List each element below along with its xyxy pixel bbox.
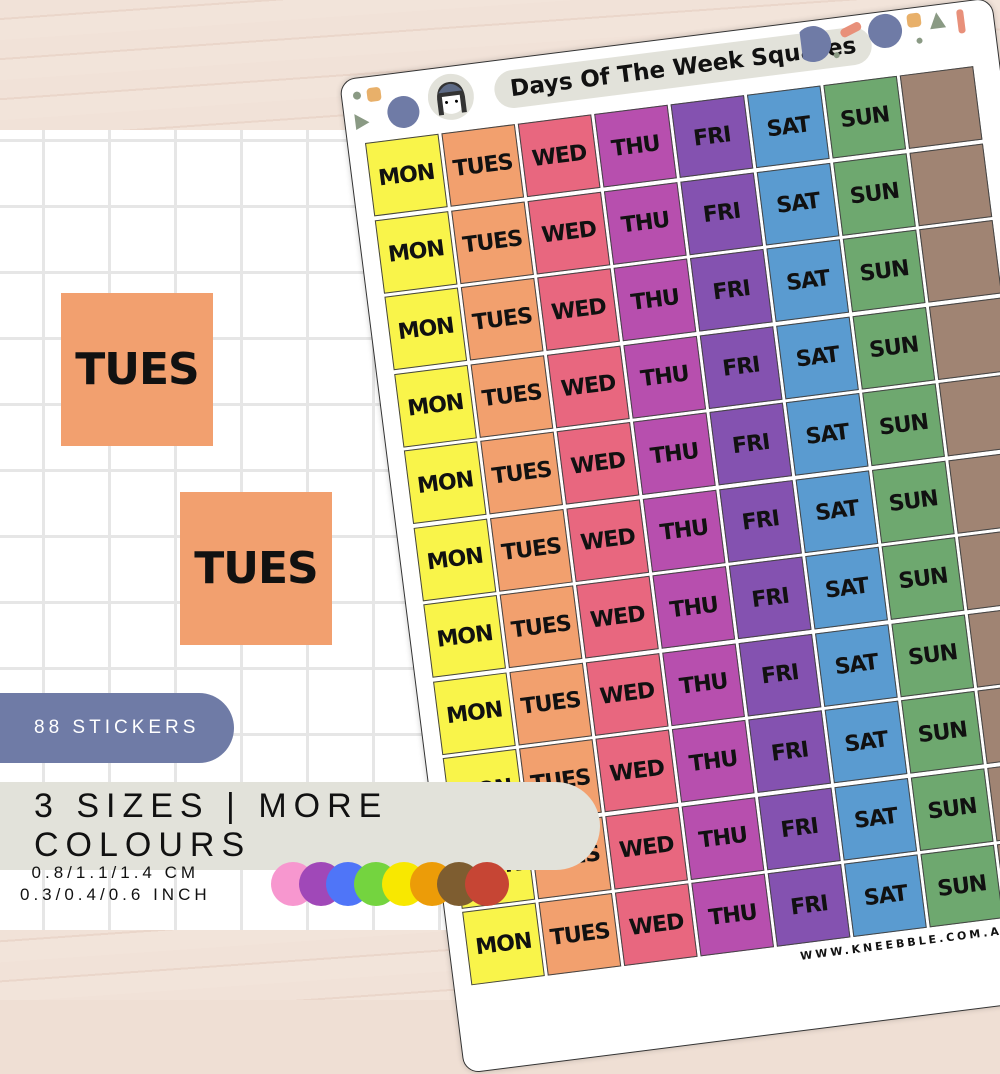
sticker-blank [899, 66, 983, 149]
sticker-sat: SAT [795, 469, 879, 553]
sticker-fri: FRI [757, 787, 841, 870]
sticker-wed: WED [614, 883, 698, 967]
colour-swatch [464, 862, 509, 906]
sticker-fri: FRI [748, 710, 831, 793]
sticker-sun: SUN [891, 614, 975, 697]
confetti-decoration-left [352, 87, 420, 130]
sticker-blank [928, 296, 1000, 380]
sticker-thu: THU [623, 335, 707, 419]
sticker-mon: MON [413, 518, 497, 601]
sticker-sun: SUN [852, 306, 936, 390]
sticker-sat: SAT [834, 777, 918, 861]
sticker-wed: WED [527, 191, 611, 275]
sticker-mon: MON [394, 364, 477, 448]
sticker-thu: THU [603, 181, 687, 265]
sticker-tues: TUES [509, 662, 593, 745]
sticker-mon: MON [384, 287, 468, 371]
sticker-sat: SAT [844, 854, 927, 938]
sticker-sat: SAT [824, 700, 908, 784]
sticker-sun: SUN [910, 767, 994, 851]
sticker-fri: FRI [699, 325, 783, 409]
sticker-wed: WED [517, 114, 601, 198]
sticker-blank [948, 450, 1000, 534]
sticker-wed: WED [556, 421, 640, 505]
sticker-thu: THU [691, 873, 775, 957]
sticker-tues: TUES [499, 585, 583, 669]
sticker-sat: SAT [785, 393, 869, 476]
sticker-wed: WED [576, 575, 659, 659]
sticker-fri: FRI [728, 556, 812, 640]
sticker-thu: THU [652, 566, 736, 649]
size-cm: 0.8/1.1/1.4 CM [31, 863, 200, 882]
sticker-fri: FRI [738, 633, 822, 717]
sticker-tues: TUES [441, 124, 525, 207]
sticker-thu: THU [633, 412, 716, 496]
sticker-sat: SAT [746, 85, 830, 169]
sticker-wed: WED [537, 268, 620, 351]
sample-sticker-large: TUES [61, 293, 213, 446]
sticker-tues: TUES [538, 892, 622, 976]
sticker-count-badge: 88 STICKERS [0, 693, 234, 763]
sticker-wed: WED [605, 806, 688, 890]
sticker-sat: SAT [756, 162, 840, 246]
avatar [425, 71, 477, 123]
sizes-colours-banner: 3 SIZES | MORE COLOURS [0, 782, 600, 870]
sticker-thu: THU [642, 489, 726, 572]
sticker-mon: MON [423, 595, 506, 678]
sticker-mon: MON [462, 902, 545, 986]
sticker-thu: THU [662, 642, 745, 726]
sticker-mon: MON [403, 441, 487, 524]
sticker-sun: SUN [842, 229, 926, 313]
sticker-sun: SUN [920, 844, 1000, 928]
sticker-sun: SUN [823, 75, 907, 159]
sample-sticker-medium: TUES [180, 492, 332, 645]
sticker-fri: FRI [719, 479, 802, 563]
sticker-tues: TUES [460, 277, 544, 361]
sticker-wed: WED [595, 729, 679, 813]
confetti-decoration-right [798, 9, 966, 63]
sticker-sat: SAT [766, 239, 850, 322]
sticker-sat: SAT [776, 316, 859, 399]
sticker-sat: SAT [814, 623, 898, 707]
sticker-tues: TUES [489, 508, 573, 592]
size-inch: 0.3/0.4/0.6 INCH [20, 885, 211, 904]
sticker-tues: TUES [480, 431, 563, 515]
sticker-sun: SUN [881, 537, 965, 620]
sticker-sun: SUN [901, 690, 984, 774]
sticker-sun: SUN [862, 383, 945, 467]
sticker-wed: WED [566, 498, 650, 582]
sticker-tues: TUES [451, 200, 534, 284]
sticker-thu: THU [594, 104, 677, 188]
sticker-thu: THU [613, 258, 697, 342]
sticker-sat: SAT [805, 546, 888, 630]
sticker-mon: MON [432, 671, 516, 755]
sticker-fri: FRI [689, 248, 773, 332]
sticker-mon: MON [365, 133, 448, 217]
sticker-tues: TUES [470, 354, 554, 438]
sticker-mon: MON [374, 210, 458, 294]
sticker-blank [938, 373, 1000, 457]
sticker-fri: FRI [709, 402, 793, 486]
sticker-sun: SUN [871, 460, 955, 543]
sticker-thu: THU [681, 796, 765, 880]
sticker-fri: FRI [670, 95, 754, 178]
sticker-wed: WED [546, 345, 630, 428]
sticker-fri: FRI [767, 864, 851, 947]
sticker-sun: SUN [833, 152, 916, 236]
sticker-thu: THU [671, 719, 755, 803]
sticker-blank [909, 143, 993, 226]
size-info: 0.8/1.1/1.4 CM 0.3/0.4/0.6 INCH [20, 862, 211, 906]
sticker-blank [919, 219, 1000, 303]
sticker-wed: WED [585, 652, 669, 736]
sticker-fri: FRI [680, 172, 763, 255]
